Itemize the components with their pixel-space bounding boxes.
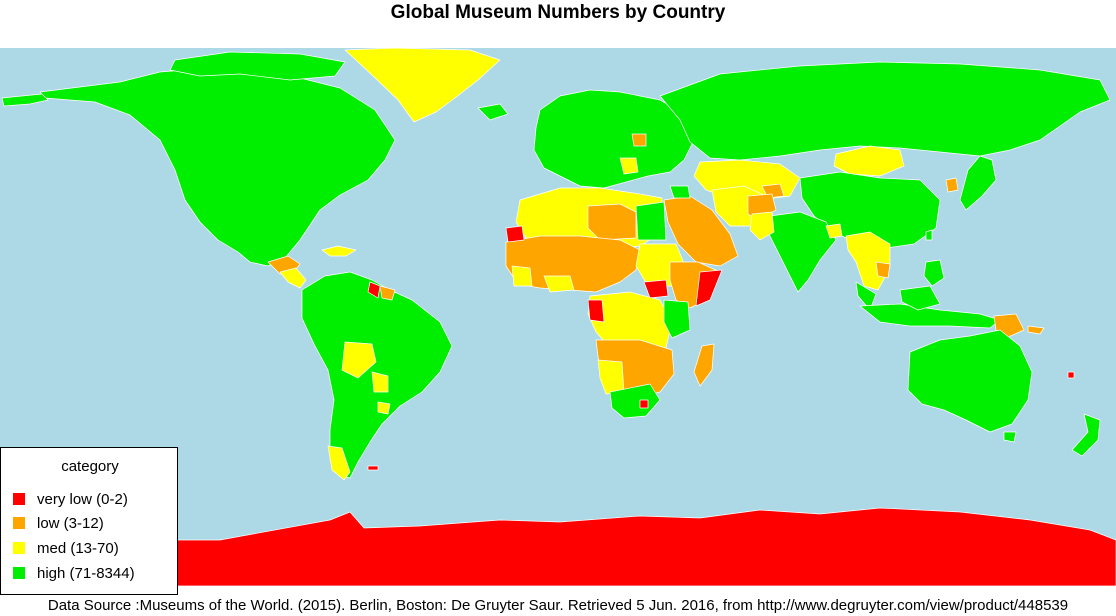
region-south-sudan: [643, 279, 669, 299]
region-mongolia: [833, 145, 905, 177]
region-southern-tip: [327, 445, 351, 481]
region-pakistan: [749, 211, 775, 241]
region-somalia: [695, 269, 723, 307]
legend-swatch-high: [13, 567, 25, 579]
legend-item-high: high (71-8344): [13, 564, 135, 582]
region-western-sahara: [505, 225, 525, 243]
legend-item-med: med (13-70): [13, 539, 119, 557]
region-antarctica: [0, 507, 1116, 586]
legend-label-low: low (3-12): [37, 514, 104, 532]
legend-item-very-low: very low (0-2): [13, 490, 128, 508]
map-title: Global Museum Numbers by Country: [390, 2, 726, 23]
region-south-africa: [609, 383, 661, 419]
legend-item-low: low (3-12): [13, 514, 104, 532]
region-taiwan: [925, 229, 933, 241]
region-madagascar: [693, 343, 715, 387]
region-east-africa: [663, 299, 691, 339]
legend-label-high: high (71-8344): [37, 564, 135, 582]
world-map: [0, 48, 1116, 586]
region-europe-low: [631, 133, 647, 147]
region-lesotho: [639, 399, 649, 409]
legend-title: category: [61, 458, 119, 475]
region-uruguay: [377, 401, 391, 415]
region-guianas: [379, 285, 396, 301]
region-greenland: [344, 48, 501, 123]
region-russia: [659, 61, 1111, 161]
region-west-coast-med: [511, 265, 533, 287]
region-europe-med: [619, 157, 639, 175]
region-bolivia: [341, 341, 377, 379]
legend-label-very-low: very low (0-2): [37, 490, 128, 508]
region-guyana: [367, 281, 381, 299]
region-fiji: [1067, 371, 1075, 379]
region-caribbean: [321, 245, 357, 257]
region-alaska-west: [1, 93, 49, 107]
region-south-atlantic-island: [367, 465, 379, 471]
region-pacific-islands: [1027, 325, 1045, 335]
region-middle-east: [663, 195, 739, 267]
region-gulf-guinea: [543, 275, 575, 293]
region-iceland: [477, 103, 509, 121]
region-gabon: [587, 299, 605, 323]
region-australia: [907, 329, 1033, 433]
region-levant: [669, 185, 691, 199]
region-libya: [587, 203, 637, 241]
region-bangladesh: [825, 223, 843, 239]
data-source: Data Source :Museums of the World. (2015…: [47, 597, 1069, 614]
legend-label-med: med (13-70): [37, 539, 119, 557]
region-tasmania: [1003, 431, 1017, 443]
region-korea: [945, 177, 959, 193]
legend: category very low (0-2) low (3-12) med (…: [0, 447, 178, 595]
region-borneo: [899, 285, 941, 311]
legend-swatch-very-low: [13, 493, 25, 505]
region-india: [767, 211, 837, 293]
region-new-zealand: [1071, 413, 1101, 457]
region-philippines: [923, 259, 945, 287]
region-paraguay: [371, 371, 389, 393]
region-japan: [959, 155, 997, 211]
legend-swatch-med: [13, 542, 25, 554]
region-indochina-low: [875, 261, 891, 279]
region-europe: [533, 89, 695, 189]
region-arctic-islands: [169, 51, 346, 81]
region-central-america-b: [279, 267, 307, 289]
region-egypt: [635, 201, 667, 241]
legend-swatch-low: [13, 517, 25, 529]
